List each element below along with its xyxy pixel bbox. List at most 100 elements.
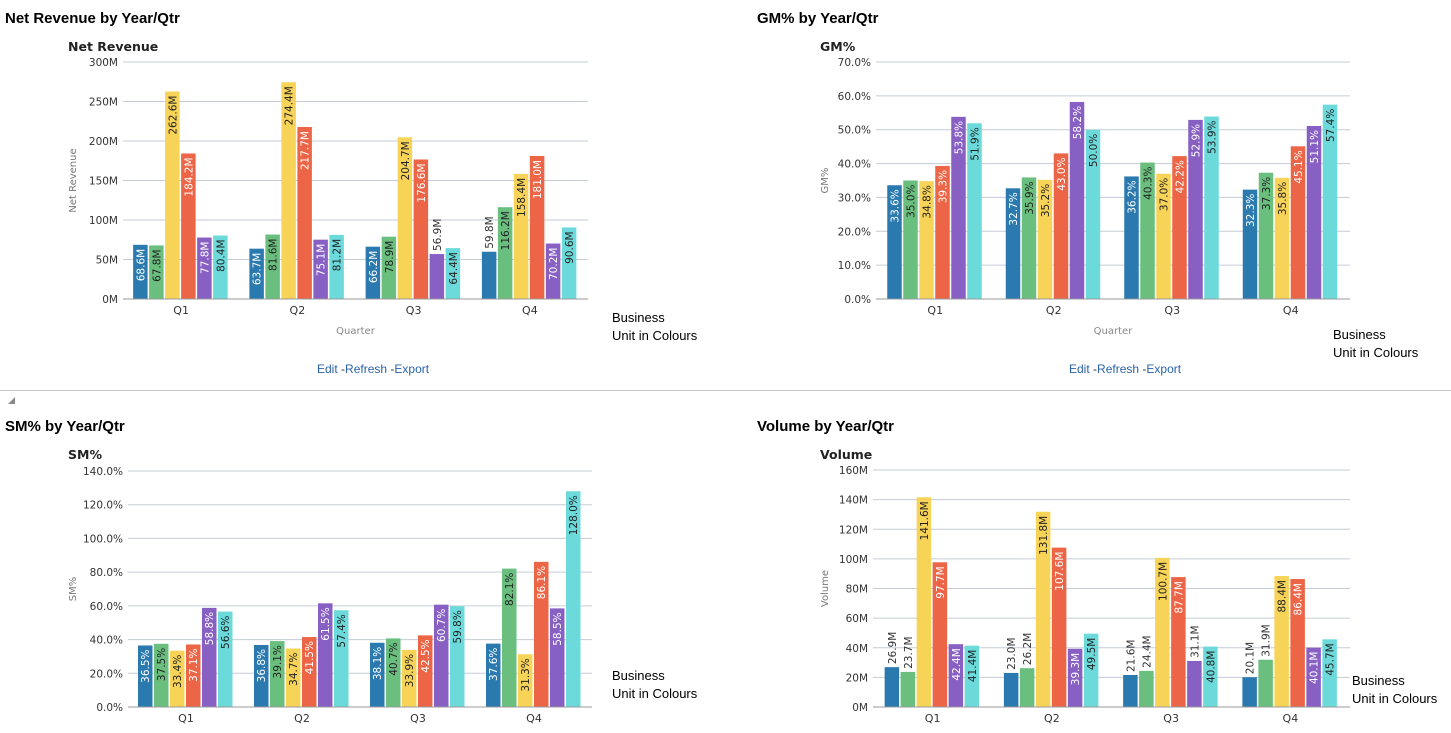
legend-note: Business Unit in Colours xyxy=(1352,672,1437,708)
bar xyxy=(1053,153,1069,299)
bar xyxy=(1274,177,1290,299)
bar xyxy=(497,207,513,299)
refresh-link[interactable]: Refresh xyxy=(345,362,388,376)
bar xyxy=(887,185,902,299)
chart-title: Net Revenue xyxy=(68,39,158,54)
bar xyxy=(181,153,196,299)
y-tick-label: 60.0% xyxy=(838,91,871,103)
bar xyxy=(967,123,982,299)
y-tick-label: 80.0% xyxy=(90,567,123,579)
data-label: 31.9M xyxy=(1261,624,1273,656)
bar xyxy=(1037,179,1053,299)
bar xyxy=(566,491,581,707)
bar xyxy=(286,648,301,707)
data-label: 41.4M xyxy=(967,650,979,682)
data-label: 35.2% xyxy=(1040,184,1052,217)
y-tick-label: 50M xyxy=(96,255,118,267)
data-label: 116.2M xyxy=(500,211,512,250)
y-tick-label: 20M xyxy=(846,672,868,684)
separator: - xyxy=(390,362,395,376)
data-label: 43.0% xyxy=(1056,157,1068,190)
data-label: 51.9% xyxy=(970,127,982,160)
data-label: 87.7M xyxy=(1173,581,1185,613)
bar xyxy=(1187,660,1202,707)
edit-link[interactable]: Edit xyxy=(317,362,338,376)
export-link[interactable]: Export xyxy=(394,362,430,376)
bar xyxy=(418,635,433,707)
y-tick-label: 40.0% xyxy=(838,159,871,171)
data-label: 60.7% xyxy=(436,609,448,642)
data-label: 36.2% xyxy=(1127,180,1139,213)
net-revenue-chart: Net Revenue 0M 50M 100M 150M 200M 250M 300M Net … xyxy=(68,39,588,337)
bar xyxy=(202,607,217,707)
data-label: 32.7% xyxy=(1008,192,1020,225)
bar xyxy=(186,644,201,707)
bar xyxy=(1085,129,1101,299)
data-label: 34.7% xyxy=(288,652,300,685)
panel-title-gm: GM% by Year/Qtr xyxy=(757,10,879,27)
bar xyxy=(149,245,164,299)
data-label: 24.4M xyxy=(1141,635,1153,667)
bar xyxy=(1156,173,1171,299)
data-label: 33.9% xyxy=(404,654,416,687)
bar xyxy=(561,227,577,299)
data-label: 39.3% xyxy=(938,170,950,203)
data-label: 37.5% xyxy=(156,648,168,681)
data-label: 52.9% xyxy=(1191,124,1203,157)
data-label: 56.9M xyxy=(432,219,444,251)
x-axis-label: Quarter xyxy=(1094,326,1134,337)
bar xyxy=(935,165,950,299)
bar xyxy=(1306,125,1322,300)
x-tick-label: Q3 xyxy=(406,304,422,317)
data-label: 100.7M xyxy=(1157,562,1169,601)
collapse-triangle-icon[interactable] xyxy=(8,397,15,404)
bar xyxy=(313,239,328,299)
bar xyxy=(1171,577,1186,707)
bar xyxy=(429,254,445,299)
bar xyxy=(165,91,180,300)
y-tick-label: 160M xyxy=(839,465,868,477)
bar xyxy=(265,234,280,299)
legend-note: Business Unit in Colours xyxy=(612,667,697,703)
data-label: 184.2M xyxy=(183,157,195,196)
bar xyxy=(434,604,449,707)
data-label: 40.1M xyxy=(1309,652,1321,684)
bar xyxy=(1067,648,1083,707)
data-label: 107.6M xyxy=(1054,552,1066,591)
bar xyxy=(370,642,385,707)
refresh-link[interactable]: Refresh xyxy=(1097,362,1140,376)
y-tick-label: 20.0% xyxy=(90,668,123,680)
legend-note-line: Unit in Colours xyxy=(1333,345,1419,360)
bar xyxy=(550,608,565,707)
data-label: 40.7% xyxy=(388,642,400,675)
x-tick-label: Q3 xyxy=(1163,712,1179,725)
legend-note: Business Unit in Colours xyxy=(612,309,697,345)
y-tick-label: 0.0% xyxy=(96,702,123,714)
y-tick-label: 10.0% xyxy=(838,260,871,272)
bar xyxy=(386,638,401,707)
bar xyxy=(1322,104,1338,299)
data-label: 42.5% xyxy=(420,639,432,672)
legend-note: Business Unit in Colours xyxy=(1333,326,1418,362)
x-tick-label: Q4 xyxy=(522,304,538,317)
bar xyxy=(1274,576,1289,707)
bar xyxy=(302,637,317,707)
bar xyxy=(450,606,465,707)
x-tick-label: Q4 xyxy=(1283,304,1299,317)
bar xyxy=(481,251,497,299)
export-link[interactable]: Export xyxy=(1146,362,1182,376)
data-label: 31.3% xyxy=(520,658,532,691)
data-label: 82.1% xyxy=(504,573,516,606)
data-label: 128.0% xyxy=(568,495,580,535)
bar xyxy=(1140,162,1155,299)
legend-note-line: Unit in Colours xyxy=(612,686,698,701)
edit-link[interactable]: Edit xyxy=(1069,362,1090,376)
data-label: 37.0% xyxy=(1159,178,1171,211)
bar xyxy=(334,610,349,707)
y-tick-label: 70.0% xyxy=(838,57,871,69)
data-label: 45.7M xyxy=(1325,643,1337,675)
bar xyxy=(402,649,417,707)
y-tick-label: 50.0% xyxy=(838,125,871,137)
y-tick-label: 0M xyxy=(852,702,868,714)
bar xyxy=(1290,579,1305,707)
